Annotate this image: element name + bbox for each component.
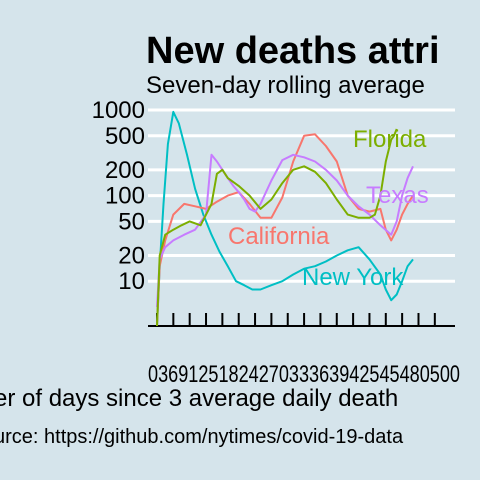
chart-subtitle: Seven-day rolling average xyxy=(146,72,425,99)
series-line-california xyxy=(156,133,414,326)
y-tick-label: 500 xyxy=(105,123,145,150)
series-line-texas xyxy=(156,153,414,308)
series-label: Florida xyxy=(353,126,427,153)
y-tick-label: 20 xyxy=(118,242,145,269)
series-label: New York xyxy=(302,264,404,291)
y-tick-label: 1000 xyxy=(92,97,145,124)
series-line-florida xyxy=(156,128,398,326)
y-tick-label: 200 xyxy=(105,157,145,184)
source-caption: urce: https://github.com/nytimes/covid-1… xyxy=(0,426,404,448)
x-tick-labels: 0369125182427033363942545480500 xyxy=(148,361,460,388)
y-tick-label: 10 xyxy=(118,268,145,295)
series-label: Texas xyxy=(366,182,429,209)
y-tick-label: 100 xyxy=(105,183,145,210)
chart-title: New deaths attri xyxy=(146,30,440,72)
series-label: California xyxy=(228,223,330,250)
series-line-new-york xyxy=(156,110,414,326)
x-axis-label: er of days since 3 average daily death xyxy=(0,385,399,412)
y-tick-label: 50 xyxy=(118,208,145,235)
